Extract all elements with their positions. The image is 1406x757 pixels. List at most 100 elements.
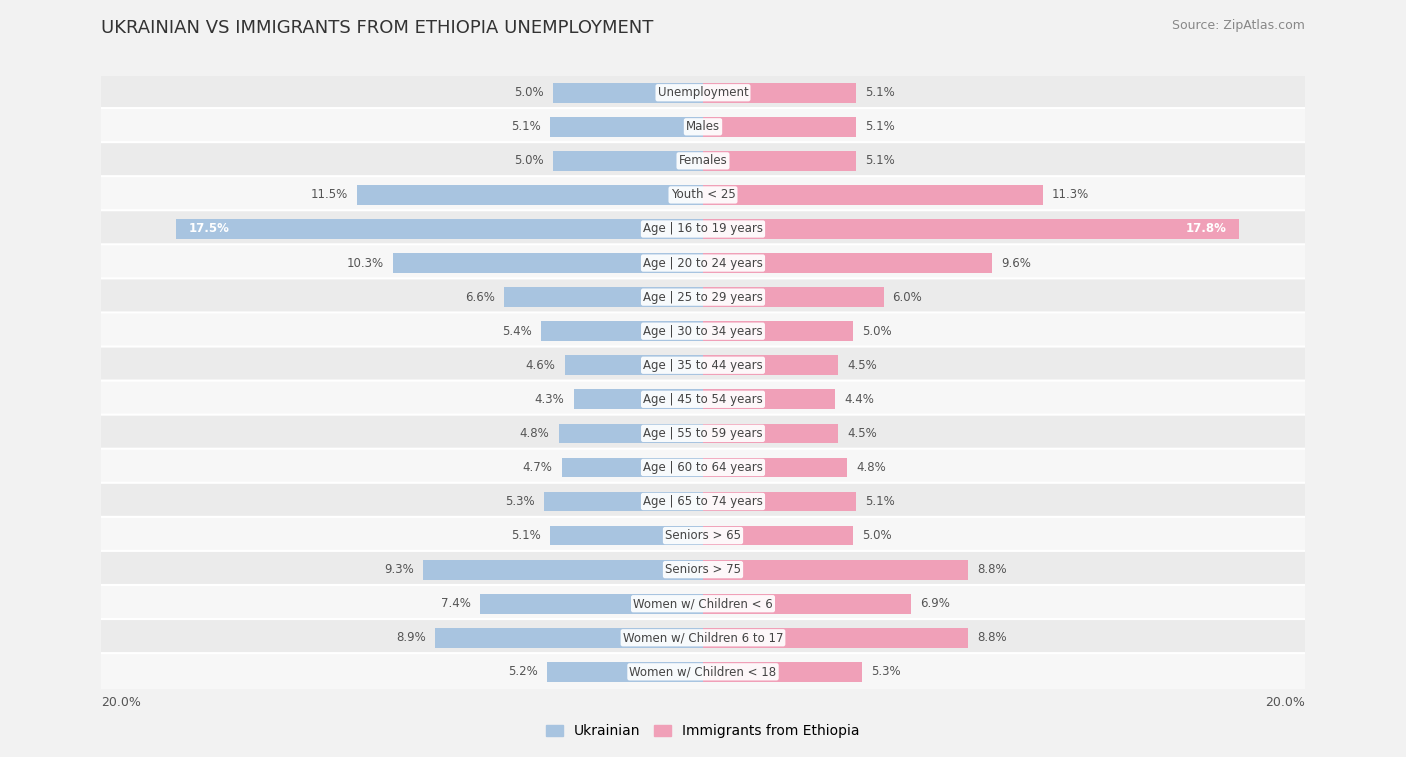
Text: 11.5%: 11.5% bbox=[311, 188, 347, 201]
Text: 8.8%: 8.8% bbox=[977, 563, 1007, 576]
Bar bbox=[703, 185, 1043, 205]
Legend: Ukrainian, Immigrants from Ethiopia: Ukrainian, Immigrants from Ethiopia bbox=[541, 719, 865, 744]
Text: UKRAINIAN VS IMMIGRANTS FROM ETHIOPIA UNEMPLOYMENT: UKRAINIAN VS IMMIGRANTS FROM ETHIOPIA UN… bbox=[101, 19, 654, 37]
Text: Age | 65 to 74 years: Age | 65 to 74 years bbox=[643, 495, 763, 508]
FancyBboxPatch shape bbox=[97, 551, 1309, 588]
Bar bbox=[505, 287, 703, 307]
FancyBboxPatch shape bbox=[97, 313, 1309, 350]
Text: 5.4%: 5.4% bbox=[502, 325, 531, 338]
Text: Age | 30 to 34 years: Age | 30 to 34 years bbox=[643, 325, 763, 338]
Text: 4.5%: 4.5% bbox=[848, 359, 877, 372]
Text: Age | 45 to 54 years: Age | 45 to 54 years bbox=[643, 393, 763, 406]
Bar bbox=[703, 253, 991, 273]
Text: 20.0%: 20.0% bbox=[1265, 696, 1305, 709]
Text: Seniors > 65: Seniors > 65 bbox=[665, 529, 741, 542]
FancyBboxPatch shape bbox=[97, 245, 1309, 282]
Text: 5.1%: 5.1% bbox=[866, 154, 896, 167]
Text: Unemployment: Unemployment bbox=[658, 86, 748, 99]
Bar bbox=[565, 355, 703, 375]
Text: Women w/ Children < 6: Women w/ Children < 6 bbox=[633, 597, 773, 610]
FancyBboxPatch shape bbox=[97, 142, 1309, 179]
Text: Age | 55 to 59 years: Age | 55 to 59 years bbox=[643, 427, 763, 440]
Text: 17.8%: 17.8% bbox=[1185, 223, 1226, 235]
FancyBboxPatch shape bbox=[97, 517, 1309, 554]
FancyBboxPatch shape bbox=[97, 108, 1309, 145]
Bar bbox=[540, 321, 703, 341]
Text: 11.3%: 11.3% bbox=[1052, 188, 1090, 201]
Text: 5.3%: 5.3% bbox=[872, 665, 901, 678]
Text: 4.5%: 4.5% bbox=[848, 427, 877, 440]
Bar bbox=[703, 457, 848, 478]
FancyBboxPatch shape bbox=[97, 653, 1309, 690]
Bar bbox=[357, 185, 703, 205]
Bar bbox=[703, 423, 838, 444]
Text: 4.3%: 4.3% bbox=[534, 393, 565, 406]
Bar bbox=[703, 491, 856, 512]
Text: 5.1%: 5.1% bbox=[510, 120, 540, 133]
Text: 5.0%: 5.0% bbox=[515, 154, 544, 167]
FancyBboxPatch shape bbox=[97, 210, 1309, 248]
Bar bbox=[703, 593, 911, 614]
Text: Women w/ Children < 18: Women w/ Children < 18 bbox=[630, 665, 776, 678]
Bar bbox=[553, 151, 703, 171]
Text: 4.6%: 4.6% bbox=[526, 359, 555, 372]
Text: Females: Females bbox=[679, 154, 727, 167]
Bar bbox=[481, 593, 703, 614]
FancyBboxPatch shape bbox=[97, 415, 1309, 452]
FancyBboxPatch shape bbox=[97, 619, 1309, 656]
Text: 20.0%: 20.0% bbox=[101, 696, 141, 709]
Text: 6.6%: 6.6% bbox=[465, 291, 495, 304]
Bar bbox=[703, 628, 967, 648]
Bar bbox=[394, 253, 703, 273]
Text: Youth < 25: Youth < 25 bbox=[671, 188, 735, 201]
Bar bbox=[547, 662, 703, 682]
FancyBboxPatch shape bbox=[97, 176, 1309, 213]
Bar bbox=[703, 355, 838, 375]
Text: 5.0%: 5.0% bbox=[862, 529, 891, 542]
Text: 5.0%: 5.0% bbox=[515, 86, 544, 99]
Text: 10.3%: 10.3% bbox=[347, 257, 384, 269]
Text: Age | 60 to 64 years: Age | 60 to 64 years bbox=[643, 461, 763, 474]
Bar bbox=[703, 219, 1239, 239]
Bar bbox=[703, 321, 853, 341]
Text: Age | 25 to 29 years: Age | 25 to 29 years bbox=[643, 291, 763, 304]
Bar bbox=[703, 559, 967, 580]
Text: 8.9%: 8.9% bbox=[396, 631, 426, 644]
Bar bbox=[553, 83, 703, 103]
Text: 9.6%: 9.6% bbox=[1001, 257, 1031, 269]
Text: Source: ZipAtlas.com: Source: ZipAtlas.com bbox=[1171, 19, 1305, 32]
FancyBboxPatch shape bbox=[97, 74, 1309, 111]
Text: 4.8%: 4.8% bbox=[520, 427, 550, 440]
Bar bbox=[423, 559, 703, 580]
Bar bbox=[550, 117, 703, 137]
Text: 4.4%: 4.4% bbox=[845, 393, 875, 406]
Bar bbox=[703, 662, 862, 682]
Bar bbox=[703, 287, 883, 307]
Bar bbox=[561, 457, 703, 478]
Text: 5.1%: 5.1% bbox=[510, 529, 540, 542]
Text: 6.0%: 6.0% bbox=[893, 291, 922, 304]
Text: Age | 20 to 24 years: Age | 20 to 24 years bbox=[643, 257, 763, 269]
Text: 17.5%: 17.5% bbox=[188, 223, 229, 235]
Bar bbox=[703, 151, 856, 171]
FancyBboxPatch shape bbox=[97, 585, 1309, 622]
Bar bbox=[436, 628, 703, 648]
Bar bbox=[703, 389, 835, 410]
Text: 5.1%: 5.1% bbox=[866, 495, 896, 508]
Bar bbox=[550, 525, 703, 546]
FancyBboxPatch shape bbox=[97, 347, 1309, 384]
Text: Women w/ Children 6 to 17: Women w/ Children 6 to 17 bbox=[623, 631, 783, 644]
Text: 4.7%: 4.7% bbox=[523, 461, 553, 474]
Bar bbox=[703, 117, 856, 137]
FancyBboxPatch shape bbox=[97, 483, 1309, 520]
Text: 9.3%: 9.3% bbox=[384, 563, 415, 576]
Bar bbox=[574, 389, 703, 410]
Bar bbox=[544, 491, 703, 512]
Text: 5.0%: 5.0% bbox=[862, 325, 891, 338]
FancyBboxPatch shape bbox=[97, 381, 1309, 418]
Text: 5.2%: 5.2% bbox=[508, 665, 537, 678]
Text: 4.8%: 4.8% bbox=[856, 461, 886, 474]
Bar bbox=[703, 525, 853, 546]
Text: 5.1%: 5.1% bbox=[866, 86, 896, 99]
Bar bbox=[177, 219, 703, 239]
